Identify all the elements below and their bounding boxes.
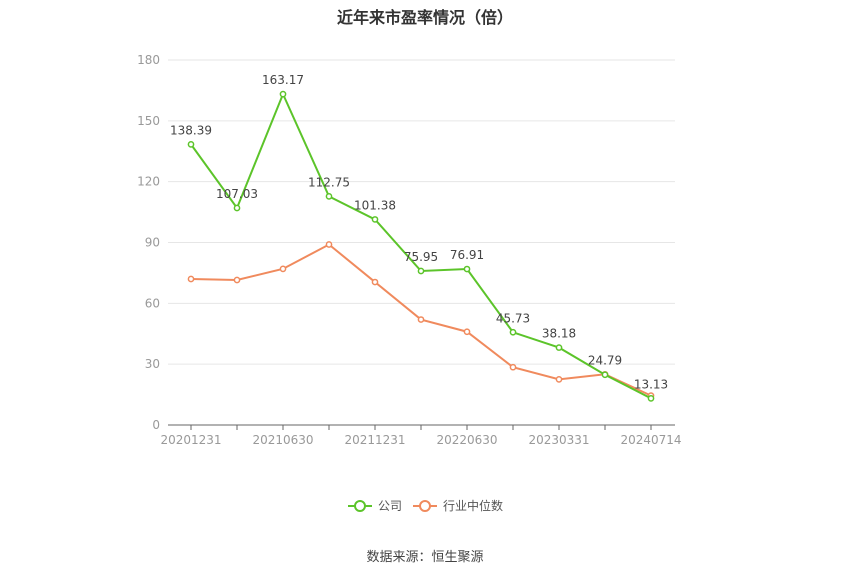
y-tick-label: 120 — [137, 175, 160, 189]
data-label: 101.38 — [354, 198, 396, 212]
chart-title: 近年来市盈率情况（倍） — [336, 8, 513, 27]
company-data-point — [417, 267, 425, 275]
data-label: 45.73 — [496, 311, 530, 325]
industry-data-point — [371, 278, 379, 286]
industry-data-point — [233, 276, 241, 284]
company-data-point — [463, 265, 471, 273]
company-series-line — [190, 91, 652, 400]
y-tick-label: 30 — [145, 357, 160, 371]
data-label: 112.75 — [308, 175, 350, 189]
x-tick-label: 20211231 — [344, 433, 405, 447]
data-label: 13.13 — [634, 377, 668, 391]
data-label: 76.91 — [450, 248, 484, 262]
company-data-point — [509, 328, 517, 336]
company-data-point — [325, 193, 333, 200]
y-tick-label: 150 — [137, 114, 160, 128]
company-data-point — [601, 371, 609, 379]
legend-industry-marker — [419, 500, 431, 512]
data-label: 38.18 — [542, 327, 576, 341]
industry-data-point — [463, 328, 471, 336]
industry-data-point — [187, 275, 195, 283]
data-label: 75.95 — [404, 250, 438, 264]
data-label: 24.79 — [588, 354, 622, 368]
industry-data-point — [279, 265, 287, 273]
y-tick-label: 60 — [145, 296, 160, 310]
y-tick-label: 180 — [137, 53, 160, 67]
company-data-point — [279, 90, 287, 98]
company-data-point — [187, 141, 195, 148]
data-label: 138.39 — [170, 123, 212, 137]
industry-data-point — [509, 363, 517, 371]
x-tick-label: 20220630 — [436, 433, 497, 447]
data-source: 数据来源：恒生聚源 — [366, 550, 484, 565]
data-label: 163.17 — [262, 73, 304, 87]
legend-industry-label: 行业中位数 — [443, 498, 503, 513]
industry-data-point — [555, 376, 563, 383]
company-data-point — [371, 216, 379, 223]
x-tick-label: 20210630 — [252, 433, 313, 447]
y-tick-label: 0 — [152, 418, 160, 432]
legend-company-label: 公司 — [378, 499, 402, 513]
x-tick-label: 20240714 — [620, 433, 681, 447]
data-label: 107.03 — [216, 187, 258, 201]
company-data-point — [233, 204, 241, 212]
y-tick-label: 90 — [145, 236, 160, 250]
company-data-point — [647, 395, 655, 402]
x-tick-label: 20230331 — [528, 433, 589, 447]
industry-data-point — [325, 241, 333, 248]
x-tick-label: 20201231 — [160, 433, 221, 447]
industry-data-point — [417, 316, 425, 323]
company-data-point — [555, 344, 563, 351]
legend-company-marker — [354, 500, 366, 512]
